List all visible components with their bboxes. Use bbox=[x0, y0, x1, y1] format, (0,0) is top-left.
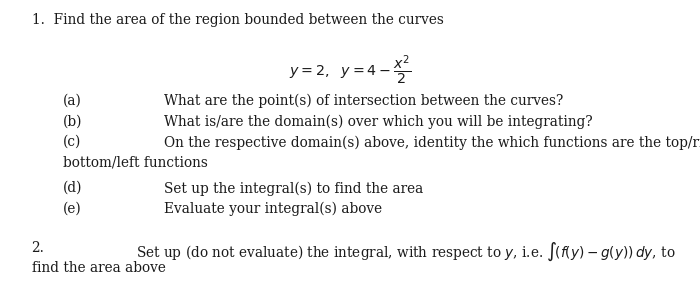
Text: On the respective domain(s) above, identity the which functions are the top/righ: On the respective domain(s) above, ident… bbox=[164, 135, 700, 149]
Text: (c): (c) bbox=[63, 135, 81, 149]
Text: $y = 2,\ \ y = 4 - \dfrac{x^2}{2}$: $y = 2,\ \ y = 4 - \dfrac{x^2}{2}$ bbox=[289, 53, 411, 86]
Text: find the area above: find the area above bbox=[32, 261, 165, 275]
Text: Set up (do not evaluate) the integral, with respect to $y$, i.e. $\int\!(f(y) - : Set up (do not evaluate) the integral, w… bbox=[136, 241, 676, 263]
Text: What is/are the domain(s) over which you will be integrating?: What is/are the domain(s) over which you… bbox=[164, 114, 593, 129]
Text: Set up the integral(s) to find the area: Set up the integral(s) to find the area bbox=[164, 181, 424, 195]
Text: (e): (e) bbox=[63, 202, 82, 216]
Text: (a): (a) bbox=[63, 94, 82, 108]
Text: What are the point(s) of intersection between the curves?: What are the point(s) of intersection be… bbox=[164, 94, 564, 108]
Text: (b): (b) bbox=[63, 114, 83, 128]
Text: (d): (d) bbox=[63, 181, 83, 195]
Text: 2.: 2. bbox=[32, 241, 44, 255]
Text: 1.  Find the area of the region bounded between the curves: 1. Find the area of the region bounded b… bbox=[32, 13, 443, 27]
Text: Evaluate your integral(s) above: Evaluate your integral(s) above bbox=[164, 202, 383, 216]
Text: bottom/left functions: bottom/left functions bbox=[63, 156, 208, 170]
